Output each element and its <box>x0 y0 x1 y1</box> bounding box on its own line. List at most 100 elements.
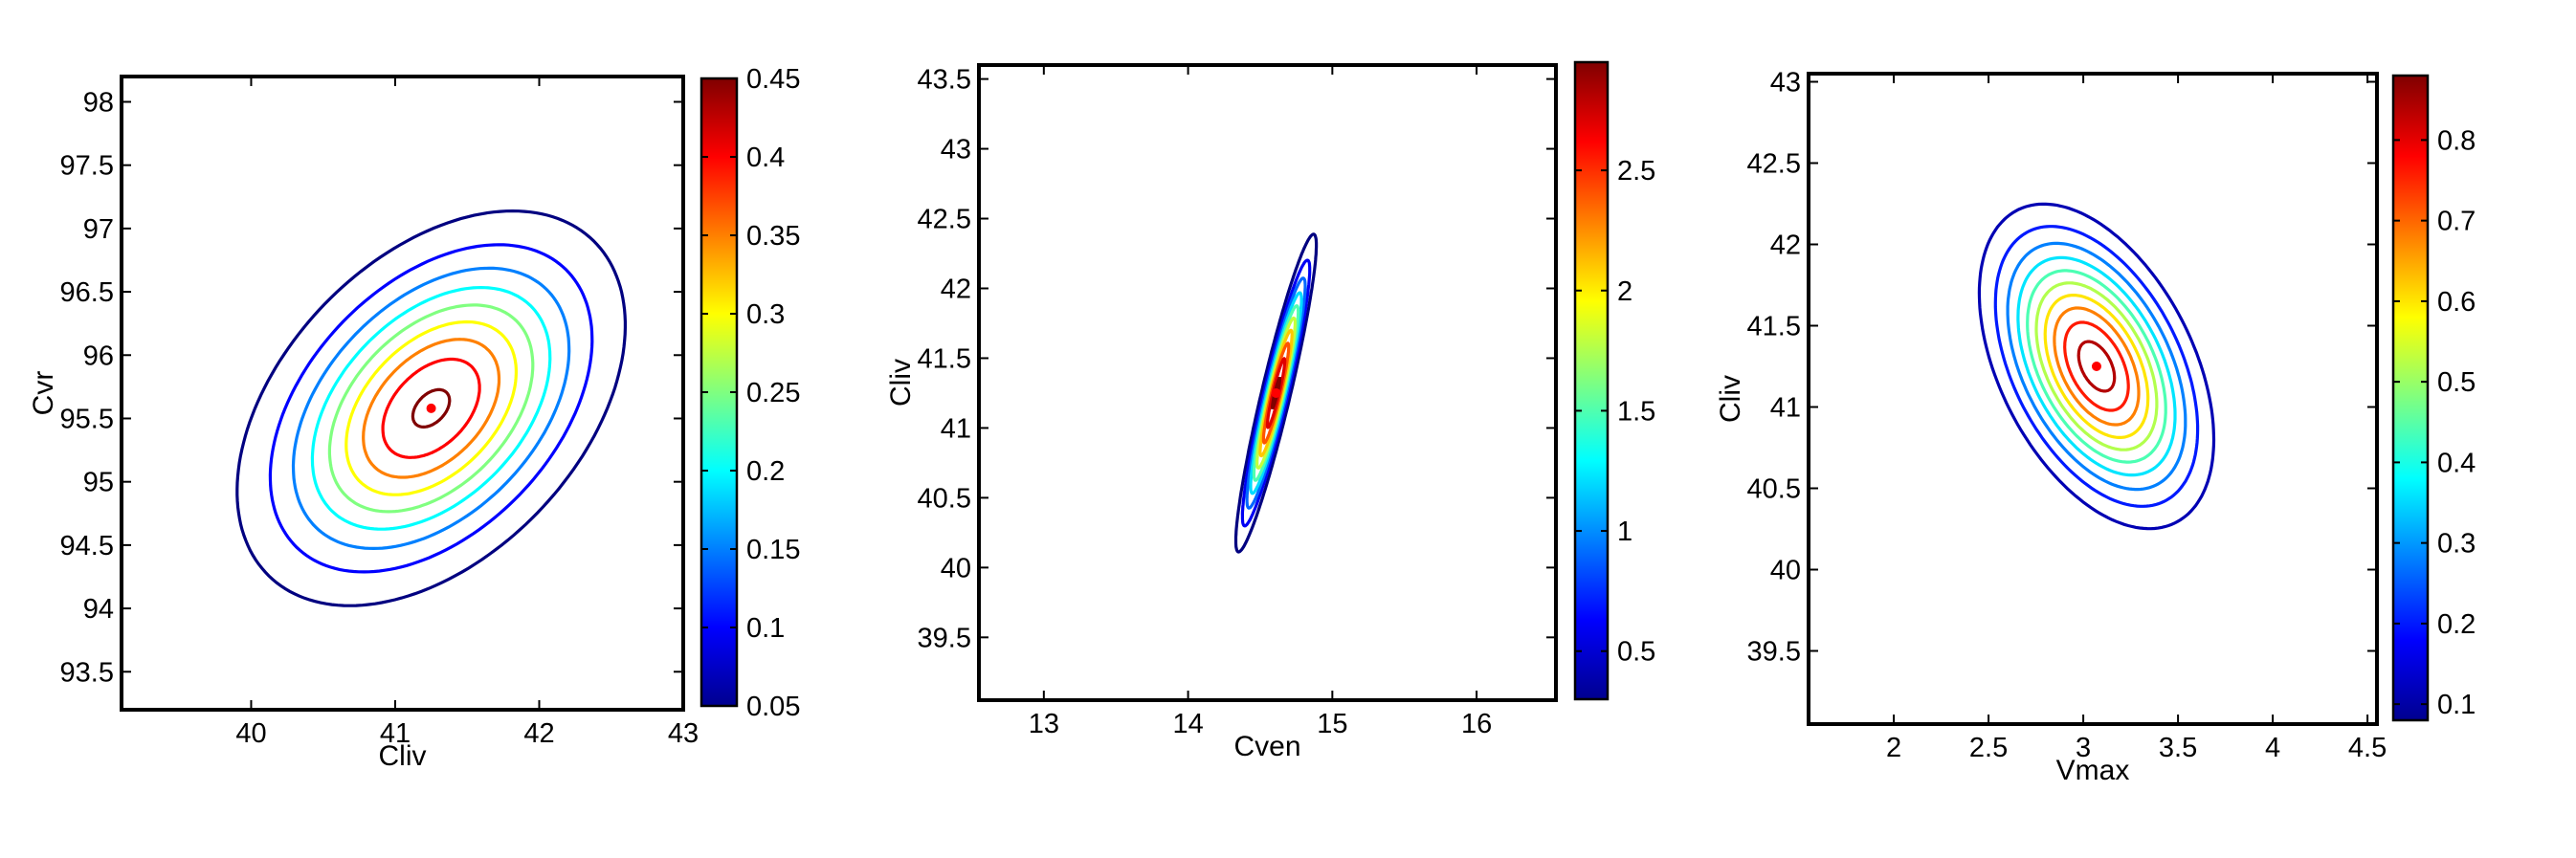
colorbar-gradient <box>2393 76 2428 720</box>
y-tick-label: 93.5 <box>60 657 114 688</box>
x-tick-label: 3.5 <box>2159 733 2197 763</box>
contour-line <box>381 357 481 459</box>
contour-line <box>2026 269 2167 464</box>
y-tick-label: 42 <box>1770 231 1801 261</box>
plot-frame <box>977 63 1558 702</box>
colorbar-tick-label: 0.7 <box>2437 207 2476 237</box>
colorbar-tick-label: 0.3 <box>2437 529 2476 560</box>
contour-line <box>310 285 552 531</box>
y-tick-label: 94 <box>83 594 114 625</box>
plot-area <box>1809 74 2377 724</box>
colorbar-tick-label: 1 <box>1617 517 1632 547</box>
peak-marker <box>1271 387 1281 398</box>
contour-line <box>1977 202 2216 531</box>
y-tick-label: 43.5 <box>918 65 971 96</box>
y-tick-label: 42 <box>941 274 971 304</box>
colorbar-tick-label: 0.05 <box>746 692 800 722</box>
colorbar-tick-label: 0.35 <box>746 221 800 252</box>
colorbar-tick-label: 0.5 <box>1617 637 1655 668</box>
colorbar-tick-label: 0.1 <box>2437 690 2476 720</box>
x-tick-label: 2 <box>1886 733 1901 763</box>
contour-panel-3: 2 2.5 3 3.5 4 4.5 39.5 40 40.5 41 41.5 42 42.5 43 Vmax… <box>1715 68 2476 787</box>
contour-lines <box>1233 232 1319 554</box>
colorbar: 0.05 0.1 0.15 0.2 0.25 0.3 0.35 0.4 0.45 <box>700 64 800 722</box>
contour-line <box>2043 294 2150 439</box>
plot-frame <box>1807 72 2379 726</box>
x-axis-label: Cliv <box>379 740 427 772</box>
y-tick-label: 41 <box>1770 393 1801 424</box>
plot-frame <box>120 75 685 712</box>
y-axis-label: Cvr <box>28 371 59 416</box>
colorbar-tick-label: 2 <box>1617 276 1632 307</box>
y-tick-label: 40.5 <box>918 483 971 514</box>
contour-line <box>268 243 594 574</box>
peak-marker <box>2091 362 2101 371</box>
y-tick-label: 42.5 <box>1747 149 1801 180</box>
colorbar-tick-label: 0.5 <box>2437 367 2476 398</box>
y-tick-label: 39.5 <box>918 623 971 653</box>
contour-line <box>2076 340 2117 393</box>
peak-marker <box>426 403 436 413</box>
colorbar-tick-label: 0.4 <box>746 143 785 173</box>
contour-line <box>344 319 519 496</box>
contour-line <box>235 209 628 607</box>
x-tick-label: 13 <box>1029 709 1059 739</box>
y-tick-label: 42.5 <box>918 205 971 235</box>
y-axis-label: Cliv <box>1715 375 1746 423</box>
contour-line <box>1270 377 1282 409</box>
y-tick-label: 95 <box>83 468 114 498</box>
contour-panel-2: 13 14 15 16 39.5 40 40.5 41 41.5 42 42.5 43 43.5 Cven… <box>885 60 1655 762</box>
colorbar: 0.1 0.2 0.3 0.4 0.5 0.6 0.7 0.8 <box>2391 74 2476 722</box>
colorbar-tick-label: 0.1 <box>746 613 785 644</box>
x-tick-label: 4 <box>2265 733 2280 763</box>
y-tick-label: 41.5 <box>918 343 971 374</box>
contour-line <box>362 338 501 479</box>
colorbar-tick-label: 0.2 <box>2437 609 2476 640</box>
contour-line <box>2006 241 2187 492</box>
y-tick-label: 40 <box>1770 556 1801 586</box>
colorbar-gradient <box>1575 62 1608 699</box>
colorbar-tick-label: 1.5 <box>1617 396 1655 427</box>
y-tick-label: 94.5 <box>60 531 114 561</box>
colorbar: 0.5 1 1.5 2 2.5 <box>1573 60 1655 701</box>
x-tick-label: 2.5 <box>1969 733 2008 763</box>
y-tick-label: 41 <box>941 413 971 444</box>
x-tick-label: 40 <box>235 718 266 749</box>
y-tick-label: 40 <box>941 553 971 583</box>
contour-line <box>1265 357 1287 429</box>
colorbar-tick-label: 0.6 <box>2437 287 2476 318</box>
y-tick-label: 43 <box>941 135 971 165</box>
x-tick-label: 16 <box>1461 709 1492 739</box>
contour-line <box>2034 281 2159 451</box>
x-tick-label: 15 <box>1317 709 1347 739</box>
x-tick-label: 41 <box>380 718 411 749</box>
y-tick-label: 39.5 <box>1747 637 1801 668</box>
y-tick-label: 97.5 <box>60 151 114 182</box>
colorbar-tick-label: 0.15 <box>746 535 800 565</box>
plot-area <box>122 77 683 710</box>
x-axis-label: Vmax <box>2056 755 2130 786</box>
contour-line <box>2053 306 2141 427</box>
contour-line <box>1233 232 1319 554</box>
contour-line <box>411 387 452 429</box>
y-tick-label: 40.5 <box>1747 474 1801 505</box>
y-axis-label: Cliv <box>885 359 917 407</box>
colorbar-frame <box>1573 60 1610 701</box>
colorbar-tick-label: 2.5 <box>1617 156 1655 187</box>
colorbar-tick-label: 0.2 <box>746 456 785 487</box>
contour-line <box>1261 341 1291 445</box>
y-tick-label: 95.5 <box>60 404 114 434</box>
contour-line <box>1240 258 1312 528</box>
colorbar-tick-label: 0.25 <box>746 378 800 408</box>
colorbar-tick-label: 0.8 <box>2437 125 2476 156</box>
y-tick-label: 41.5 <box>1747 312 1801 342</box>
contour-line <box>327 303 535 514</box>
y-tick-label: 96.5 <box>60 277 114 308</box>
x-axis-label: Cven <box>1233 731 1300 762</box>
contour-panel-1: 40 41 42 43 93.5 94 94.5 95 95.5 96 96.5 97 97.5 98 Cl… <box>28 64 800 772</box>
colorbar-tick-label: 0.45 <box>746 64 800 95</box>
y-tick-label: 43 <box>1770 68 1801 99</box>
colorbar-tick-label: 0.3 <box>746 299 785 330</box>
y-tick-label: 97 <box>83 214 114 245</box>
